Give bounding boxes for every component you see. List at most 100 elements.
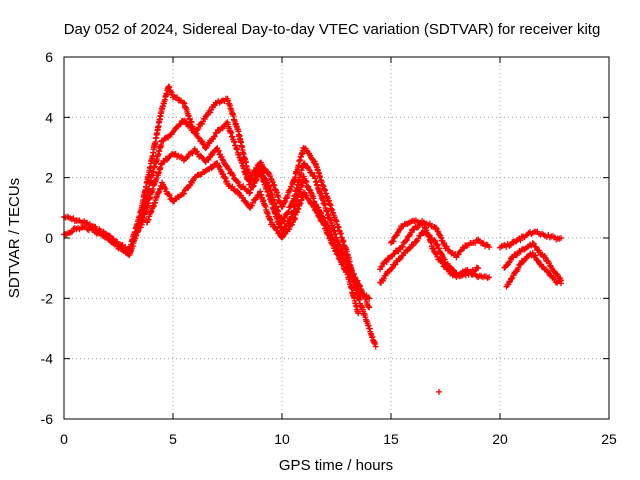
x-tick-label: 15 [383, 431, 399, 447]
data-point [433, 241, 440, 248]
data-point [305, 196, 312, 203]
data-point [201, 116, 208, 123]
data-point [383, 258, 390, 265]
series-track-d [143, 160, 362, 317]
data-point [520, 258, 527, 265]
data-point [403, 237, 410, 244]
y-tick-label: 4 [45, 109, 53, 125]
data-point [189, 150, 196, 157]
data-point [395, 248, 402, 255]
data-point [372, 343, 379, 350]
data-point [434, 242, 441, 249]
y-axis-label: SDTVAR / TECUs [6, 178, 23, 298]
x-tick-label: 5 [169, 431, 177, 447]
data-point [229, 172, 236, 179]
data-point [366, 304, 373, 311]
y-tick-label: 6 [45, 49, 53, 65]
data-point [517, 237, 524, 244]
data-point [390, 238, 397, 245]
data-point [247, 189, 254, 196]
data-point [303, 192, 310, 199]
data-point [558, 280, 565, 287]
x-tick-label: 20 [492, 431, 508, 447]
data-point [199, 140, 206, 147]
data-point [406, 245, 413, 252]
data-point [304, 163, 311, 170]
data-point [284, 209, 291, 216]
x-tick-label: 25 [601, 431, 617, 447]
data-point [316, 213, 323, 220]
data-point [399, 243, 406, 250]
series-track-h [497, 228, 565, 251]
data-point [510, 254, 517, 261]
x-tick-labels: 0 5 10 15 20 25 [60, 431, 617, 447]
data-point [269, 219, 276, 226]
data-point [515, 264, 522, 271]
data-point [396, 256, 403, 263]
chart-title: Day 052 of 2024, Sidereal Day-to-day VTE… [64, 21, 601, 38]
data-point [413, 238, 420, 245]
data-point [542, 254, 549, 261]
data-point [532, 252, 539, 259]
data-point [165, 83, 172, 90]
data-point [246, 190, 253, 197]
data-point [406, 232, 413, 239]
data-point [221, 174, 228, 181]
data-point [438, 251, 445, 258]
data-point [225, 165, 232, 172]
data-point [239, 194, 246, 201]
data-point [223, 178, 230, 185]
data-point [415, 235, 422, 242]
data-point [388, 266, 394, 273]
data-point [506, 279, 513, 286]
data-point [475, 265, 482, 272]
data-point [195, 125, 202, 132]
data-point [92, 223, 99, 230]
series-track-g [388, 217, 482, 281]
data-point [166, 192, 173, 199]
data-point [186, 122, 193, 129]
data-point [389, 265, 396, 272]
data-point [379, 263, 386, 270]
y-tick-label: 2 [45, 170, 53, 186]
data-point [215, 147, 222, 154]
y-tick-label: -2 [41, 290, 54, 306]
data-point [167, 88, 174, 95]
data-point [180, 190, 187, 197]
data-point [517, 261, 524, 268]
data-point [486, 244, 493, 251]
data-point [113, 240, 120, 247]
data-point [355, 310, 362, 317]
data-point [267, 173, 274, 180]
data-point [235, 179, 242, 186]
data-point [506, 258, 513, 265]
x-tick-label: 0 [60, 431, 68, 447]
data-point [529, 240, 536, 247]
data-point [366, 295, 373, 302]
data-point [390, 251, 397, 258]
data-point [506, 259, 513, 266]
data-point [165, 191, 172, 198]
y-tick-label: -4 [41, 351, 54, 367]
x-axis-label: GPS time / hours [279, 457, 393, 474]
data-point [435, 245, 442, 252]
y-tick-label: 0 [45, 230, 53, 246]
series-track-c [137, 145, 373, 302]
data-point [392, 261, 399, 268]
data-point [443, 243, 450, 250]
data-point [308, 169, 315, 176]
data-point [177, 121, 184, 128]
data-point [441, 240, 448, 247]
data-point [558, 235, 565, 241]
data-point [334, 250, 341, 257]
data-point [234, 188, 241, 195]
data-point [321, 222, 328, 229]
data-point [380, 275, 387, 282]
data-point [166, 84, 173, 91]
data-point [550, 274, 557, 281]
y-tick-label: -6 [41, 411, 54, 427]
data-point [532, 243, 539, 250]
data-point [530, 240, 537, 247]
data-point [249, 199, 256, 206]
